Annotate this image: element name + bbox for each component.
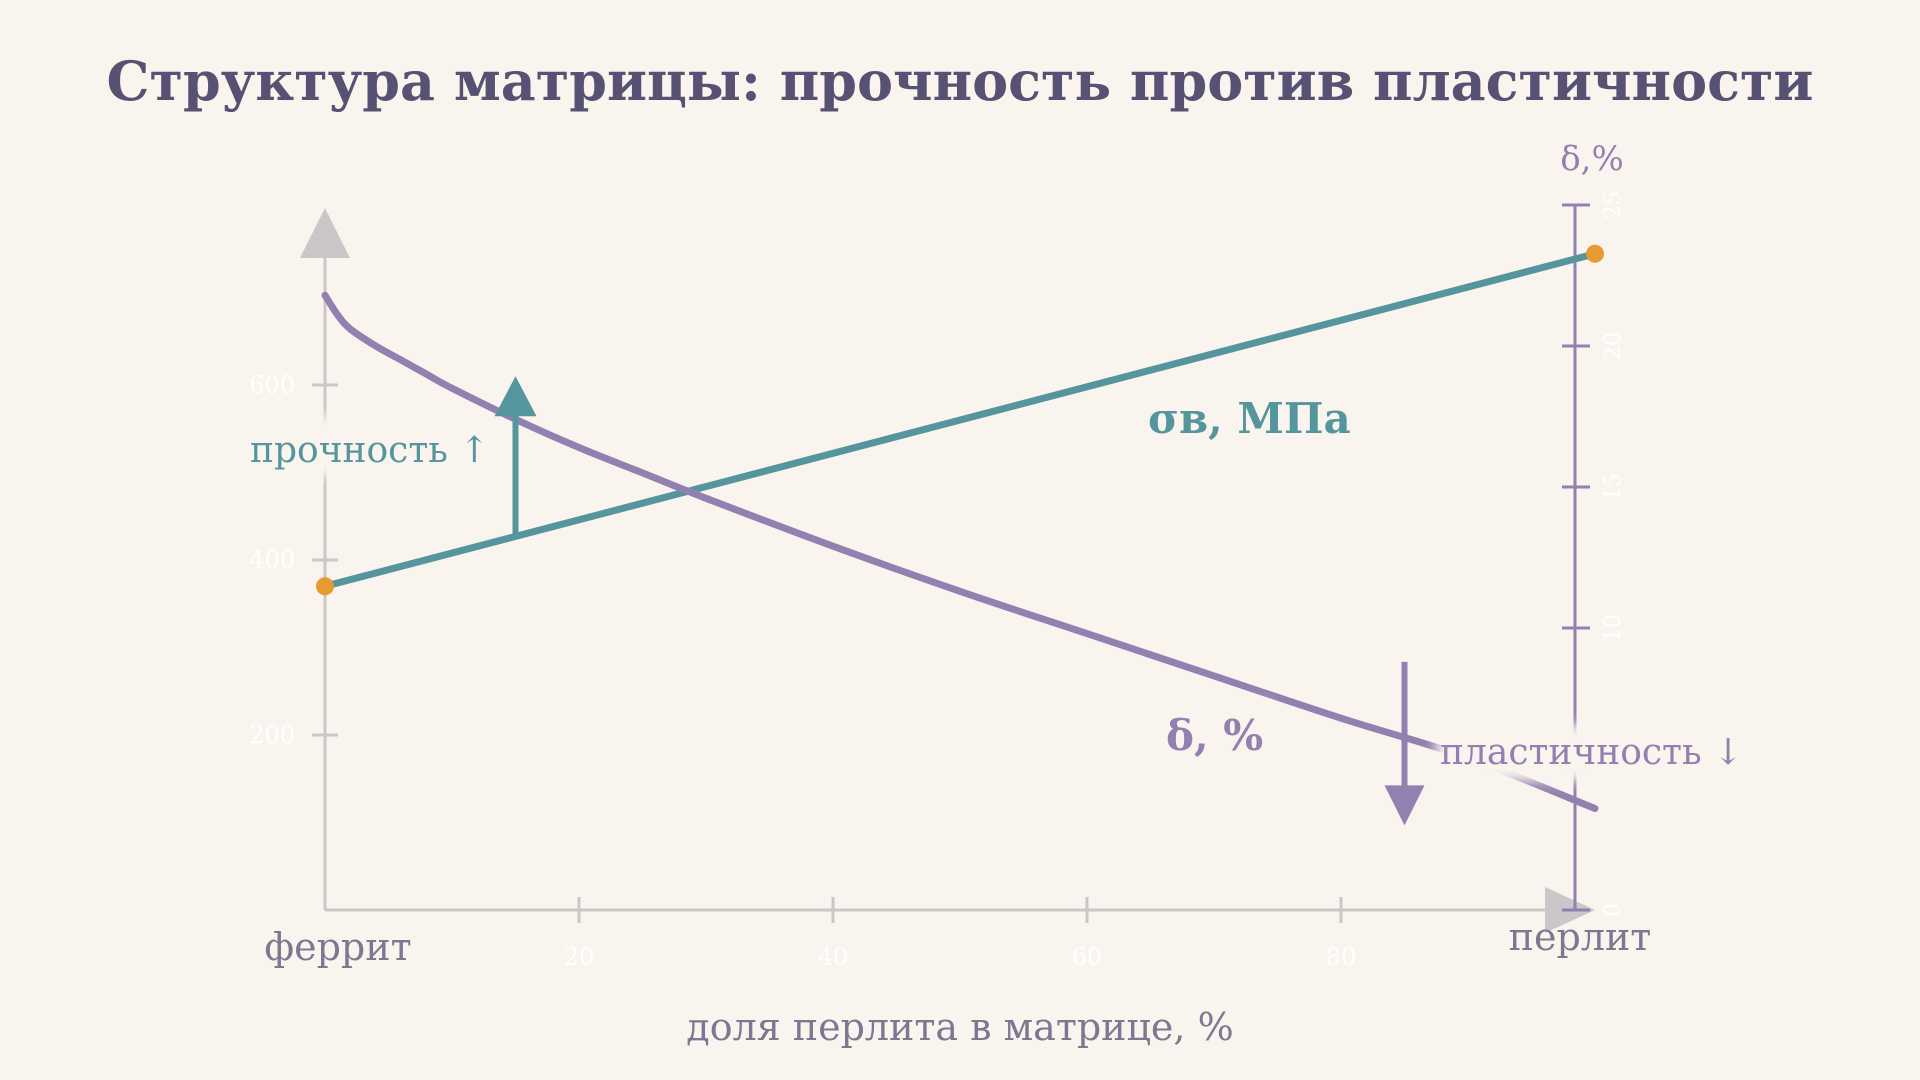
annotation-ductility-down [1384, 661, 1425, 826]
series-label-ductility-group: δ, % [1150, 704, 1280, 764]
ductility-annotation-text: пластичность ↓ [1440, 732, 1743, 773]
y-right-tick-label: 20 [1601, 332, 1626, 360]
y-right-tick-label: 15 [1601, 473, 1626, 501]
label-ductility-annotation: пластичность ↓ [1436, 725, 1746, 781]
series-label-strength: σв, МПа [1148, 394, 1351, 443]
y-right-label: δ,% [1560, 139, 1624, 179]
x-tick-label: 60 [1072, 943, 1103, 971]
data-point-strength-start [316, 577, 334, 596]
x-tick-label: 80 [1326, 943, 1357, 971]
y-right-tick-label: 25 [1601, 191, 1626, 219]
x-tick-label: 40 [818, 943, 849, 971]
axes [300, 205, 1595, 933]
y-right-tick-label: 0 [1601, 903, 1626, 917]
chart-title: Структура матрицы: прочность против плас… [107, 49, 1814, 113]
y-tick-label: 600 [249, 371, 295, 399]
y-left-ticks: 200 400 600 [249, 371, 338, 749]
arrow-up-icon [494, 376, 537, 417]
x-axis-label: доля перлита в матрице, % [686, 1005, 1233, 1049]
y-tick-label: 400 [249, 546, 295, 574]
annotation-strength-up [494, 376, 537, 534]
y-right-tick-label: 10 [1601, 614, 1626, 642]
x-start-label: феррит [264, 925, 411, 969]
x-end-label: перлит [1509, 915, 1652, 959]
series-line-strength [321, 250, 1599, 590]
x-tick-label: 20 [564, 943, 595, 971]
arrow-down-icon [1384, 785, 1425, 826]
series-line-ductility [321, 291, 1599, 812]
strength-annotation-text: прочность ↑ [250, 430, 489, 471]
x-ticks: 20 40 60 80 [564, 897, 1357, 971]
y-tick-label: 200 [249, 721, 295, 749]
data-point-strength-end [1586, 244, 1604, 263]
y-axis-arrow-icon [300, 208, 350, 258]
series-label-ductility: δ, % [1166, 711, 1263, 760]
label-strength-annotation: прочность ↑ [248, 416, 489, 476]
